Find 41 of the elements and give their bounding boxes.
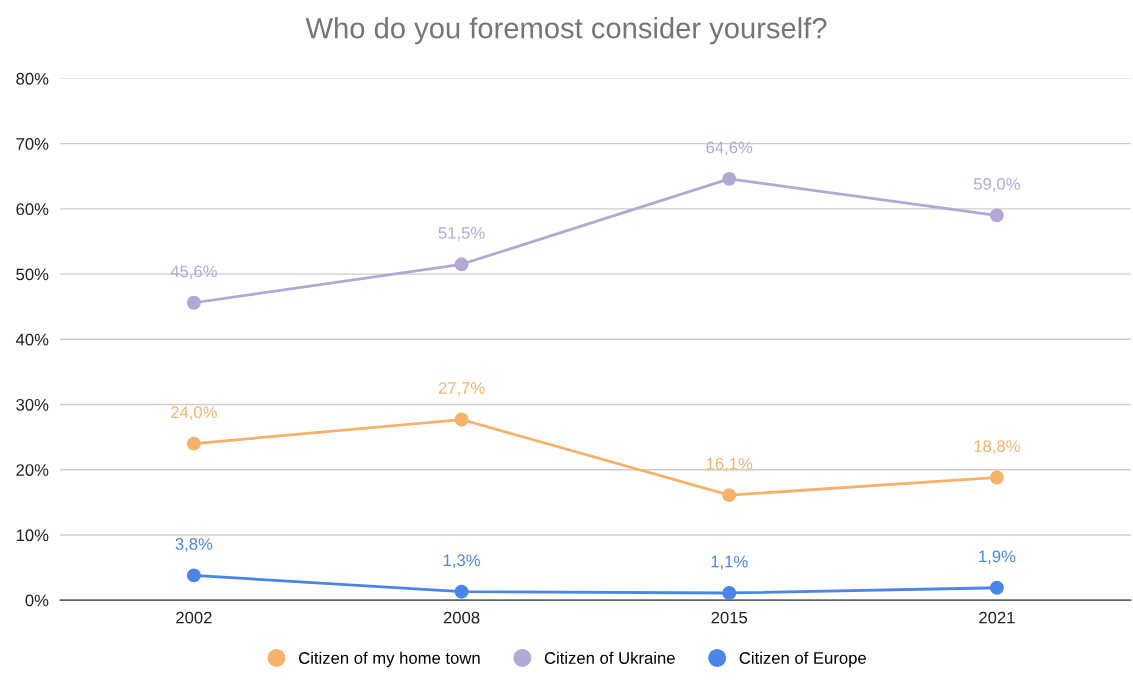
x-tick-label: 2002 — [176, 611, 212, 624]
point — [186, 295, 201, 310]
point — [186, 436, 201, 451]
y-tick-label: 20% — [16, 464, 49, 476]
y-tick-label: 70% — [16, 138, 49, 150]
y-tick-label: 60% — [16, 203, 49, 216]
legend-label: Citizen of Ukraine — [544, 651, 675, 664]
point — [454, 257, 469, 272]
point — [989, 470, 1004, 485]
y-tick-label: 10% — [16, 529, 49, 542]
data-label: 3,8% — [175, 538, 213, 552]
data-label: 59,0% — [973, 178, 1020, 192]
y-tick-label: 40% — [15, 333, 49, 346]
data-label: 27,7% — [438, 382, 485, 396]
data-label: 51,5% — [438, 227, 485, 241]
point — [989, 208, 1004, 223]
y-tick-label: 80% — [16, 72, 49, 85]
legend-label: Citizen of my home town — [299, 651, 480, 668]
data-label: 16,1% — [706, 457, 753, 472]
y-tick-label: 30% — [16, 398, 49, 411]
data-label: 1,1% — [711, 555, 748, 570]
point — [722, 586, 737, 600]
point — [722, 171, 737, 186]
point — [186, 568, 201, 583]
y-tick-label: 0% — [25, 594, 49, 607]
data-label: 1,9% — [979, 550, 1016, 565]
point — [989, 580, 1004, 595]
y-tick-label: 50% — [16, 268, 49, 281]
x-tick-label: 2021 — [979, 611, 1015, 624]
chart-title: Who do you foremost consider yourself? — [305, 17, 827, 45]
data-label: 1,3% — [443, 554, 480, 569]
data-label: 24,0% — [171, 406, 217, 421]
point — [454, 412, 469, 427]
legend-label: Citizen of Europe — [739, 651, 866, 668]
data-label: 18,8% — [974, 440, 1020, 455]
point — [722, 488, 737, 503]
x-tick-label: 2015 — [711, 611, 748, 624]
x-tick-label: 2008 — [443, 611, 480, 624]
point — [454, 584, 469, 599]
data-label: 64,6% — [706, 141, 753, 156]
data-label: 45,6% — [170, 265, 217, 280]
